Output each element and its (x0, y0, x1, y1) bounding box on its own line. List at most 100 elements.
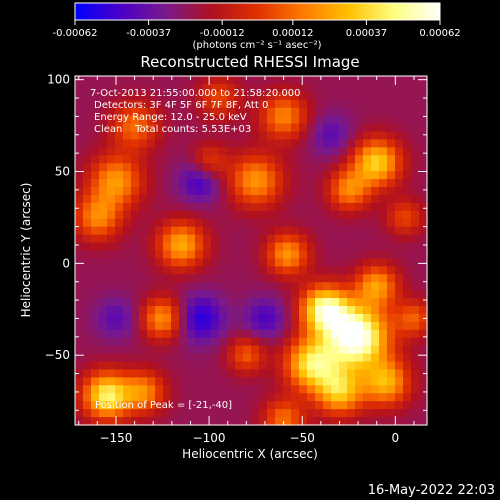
heatmap-cell (363, 171, 372, 180)
heatmap-cell (163, 401, 172, 410)
heatmap-cell (355, 369, 364, 379)
heatmap-cell (411, 266, 420, 275)
heatmap-cell (251, 417, 260, 426)
heatmap-cell (171, 409, 180, 418)
heatmap-cell (211, 163, 220, 172)
heatmap-cell (355, 266, 364, 275)
heatmap-cell (299, 76, 308, 85)
heatmap-cell (115, 115, 124, 125)
heatmap-cell (315, 155, 324, 164)
heatmap-cell (363, 123, 372, 133)
heatmap-cell (331, 139, 340, 148)
heatmap-cell (283, 226, 292, 236)
heatmap-cell (99, 210, 108, 220)
heatmap-cell (211, 76, 220, 85)
heatmap-cell (123, 179, 132, 188)
heatmap-cell (131, 242, 140, 252)
heatmap-cell (387, 131, 396, 141)
heatmap-cell (403, 361, 412, 371)
heatmap-cell (267, 345, 276, 355)
heatmap-cell (419, 155, 428, 164)
heatmap-cell (251, 361, 260, 371)
heatmap-cell (403, 91, 412, 101)
heatmap-cell (155, 131, 164, 141)
heatmap-cell (315, 194, 324, 204)
heatmap-cell (107, 313, 116, 323)
heatmap-cell (371, 115, 380, 125)
heatmap-cell (203, 83, 212, 93)
heatmap-cell (187, 313, 196, 323)
heatmap-cell (171, 234, 180, 244)
heatmap-cell (227, 313, 236, 323)
heatmap-cell (371, 155, 380, 164)
heatmap-cell (275, 377, 284, 386)
heatmap-cell (331, 329, 340, 339)
heatmap-cell (235, 202, 244, 212)
heatmap-cell (275, 274, 284, 283)
heatmap-cell (235, 194, 244, 204)
heatmap-cell (323, 369, 332, 379)
heatmap-cell (307, 250, 316, 260)
heatmap-cell (139, 361, 148, 371)
heatmap-cell (147, 226, 156, 236)
heatmap-cell (171, 83, 180, 93)
heatmap-cell (107, 282, 116, 291)
heatmap-cell (307, 226, 316, 236)
heatmap-cell (267, 242, 276, 252)
heatmap-cell (411, 179, 420, 188)
heatmap-cell (155, 409, 164, 418)
heatmap-cell (211, 210, 220, 220)
heatmap-cell (187, 115, 196, 125)
heatmap-cell (419, 76, 428, 85)
heatmap-cell (123, 226, 132, 236)
heatmap-cell (75, 329, 84, 339)
heatmap-cell (315, 234, 324, 244)
heatmap-cell (419, 377, 428, 386)
heatmap-cell (139, 266, 148, 275)
heatmap-cell (267, 417, 276, 426)
heatmap-cell (147, 242, 156, 252)
heatmap-cell (203, 258, 212, 267)
heatmap-cell (203, 345, 212, 355)
heatmap-cell (307, 393, 316, 402)
heatmap-cell (299, 369, 308, 379)
heatmap-cell (99, 306, 108, 315)
heatmap-cell (243, 179, 252, 188)
heatmap-cell (235, 155, 244, 164)
heatmap-cell (227, 131, 236, 141)
heatmap-cell (107, 187, 116, 196)
heatmap-cell (387, 171, 396, 180)
heatmap-cell (403, 282, 412, 291)
heatmap-cell (267, 163, 276, 172)
heatmap-cell (219, 417, 228, 426)
heatmap-cell (107, 99, 116, 109)
heatmap-cell (291, 258, 300, 267)
heatmap-cell (139, 226, 148, 236)
heatmap-cell (83, 345, 92, 355)
heatmap-cell (355, 123, 364, 133)
heatmap-cell (155, 226, 164, 236)
heatmap-cell (203, 226, 212, 236)
heatmap-cell (171, 274, 180, 283)
heatmap-cell (211, 99, 220, 109)
x-tick-label: −50 (290, 431, 315, 445)
heatmap-cell (99, 242, 108, 252)
heatmap-cell (131, 83, 140, 93)
heatmap-cell (347, 393, 356, 402)
heatmap-cell (251, 210, 260, 220)
heatmap-cell (203, 290, 212, 299)
heatmap-cell (347, 163, 356, 172)
heatmap-cell (115, 234, 124, 244)
heatmap-cell (283, 91, 292, 101)
heatmap-cell (379, 274, 388, 283)
heatmap-cell (243, 210, 252, 220)
heatmap-cell (115, 329, 124, 339)
heatmap-cell (395, 99, 404, 109)
heatmap-cell (339, 409, 348, 418)
heatmap-cell (219, 329, 228, 339)
heatmap-cell (299, 266, 308, 275)
heatmap-cell (75, 266, 84, 275)
heatmap-cell (123, 163, 132, 172)
heatmap-cell (251, 202, 260, 212)
heatmap-cell (179, 361, 188, 371)
